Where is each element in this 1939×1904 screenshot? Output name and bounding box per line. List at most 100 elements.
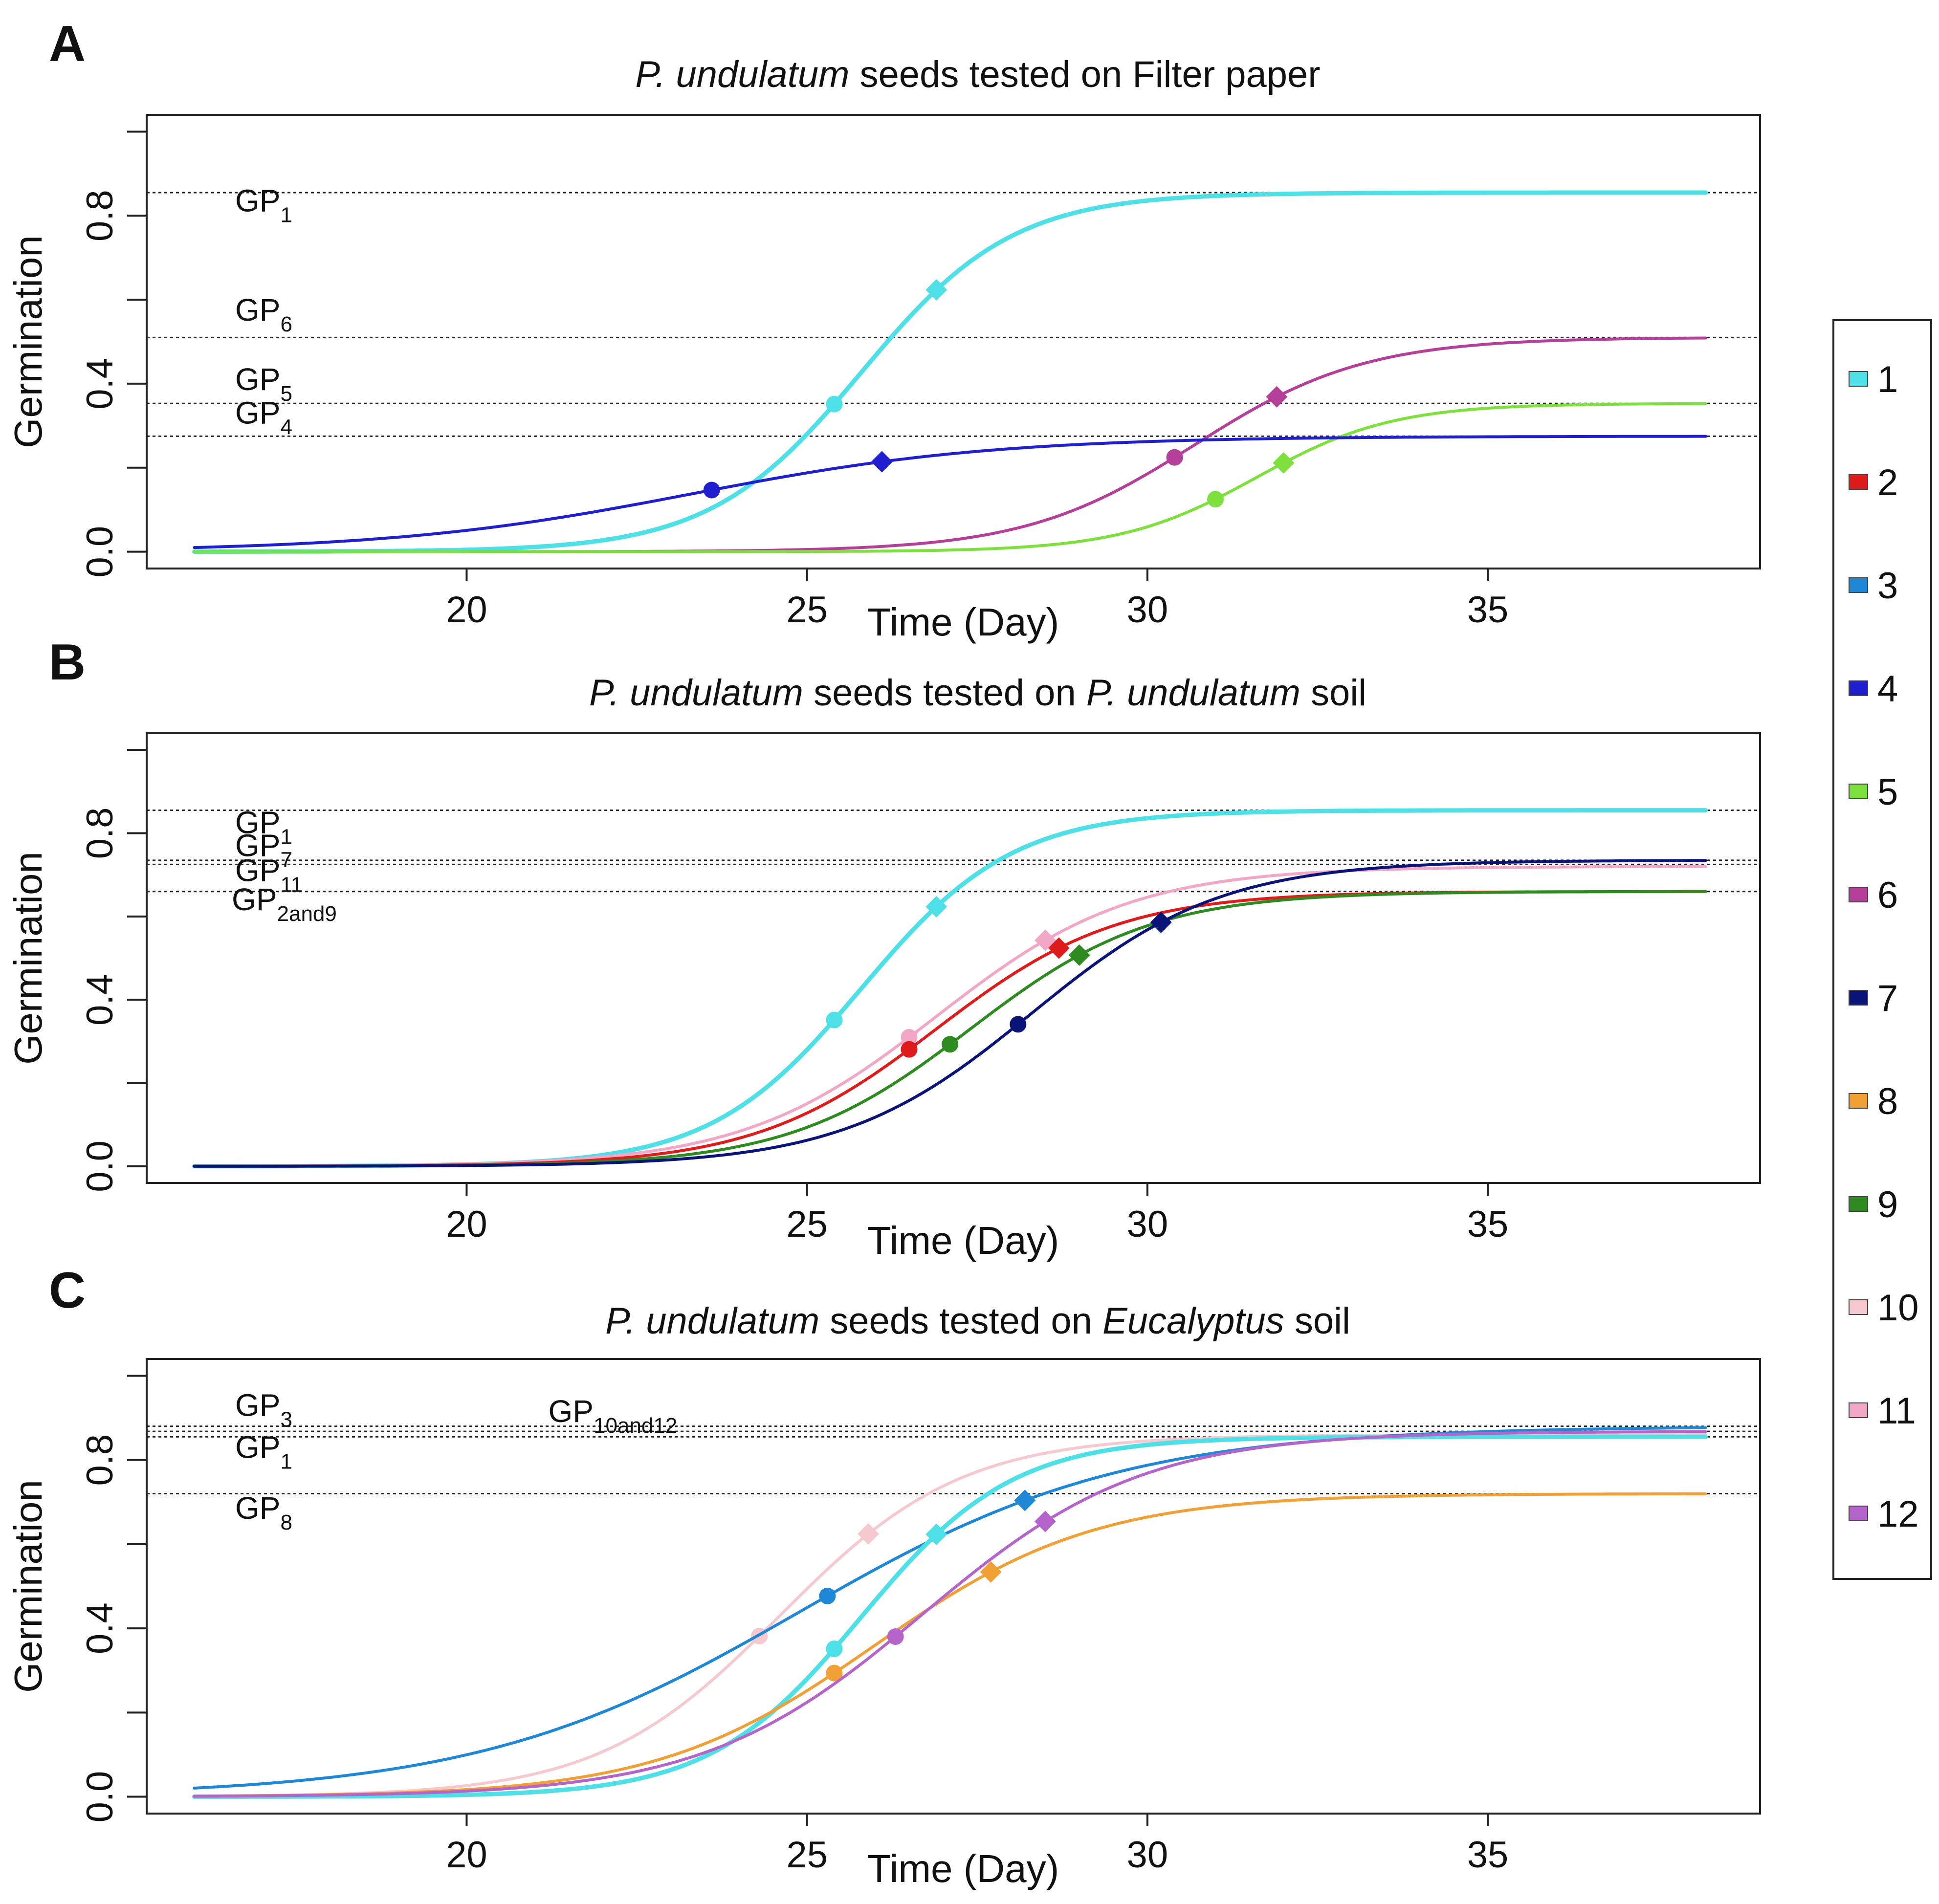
plot-frame	[146, 1358, 1761, 1815]
series-point-8	[826, 1664, 843, 1682]
y-axis-label: Germination	[6, 1480, 50, 1693]
x-tick-label: 20	[446, 1204, 487, 1245]
gp-label: GP11	[235, 853, 303, 897]
y-tick-label: 0.8	[79, 190, 121, 241]
series-point-3	[819, 1587, 836, 1604]
legend-label-6: 6	[1877, 875, 1898, 916]
legend-label-4: 4	[1877, 668, 1898, 710]
gp-label: GP1	[235, 1429, 292, 1473]
legend-label-3: 3	[1877, 565, 1898, 607]
chart-title: P. undulatum seeds tested on P. undulatu…	[589, 672, 1366, 714]
x-tick-label: 25	[786, 1834, 828, 1876]
series-point-7	[1150, 911, 1172, 933]
legend-swatch-2	[1849, 474, 1868, 490]
series-line-8	[193, 1492, 1707, 1798]
x-tick-label: 25	[786, 1204, 828, 1245]
legend-swatch-5	[1849, 784, 1868, 799]
series-line-2	[193, 890, 1707, 1168]
legend-label-7: 7	[1877, 978, 1898, 1019]
panel-label: A	[49, 16, 86, 72]
gp-label: GP4	[235, 395, 292, 439]
series-point-10	[857, 1523, 879, 1545]
legend-swatch-4	[1849, 680, 1868, 696]
series-point-3	[1014, 1489, 1036, 1511]
series-line-9	[193, 890, 1707, 1168]
x-tick-label: 30	[1127, 1834, 1168, 1876]
series-point-12	[887, 1628, 904, 1645]
y-tick-label: 0.0	[79, 1771, 121, 1823]
legend-label-8: 8	[1877, 1081, 1898, 1122]
legend-swatch-6	[1849, 887, 1868, 902]
legend-frame	[1832, 319, 1932, 1580]
series-point-6	[1266, 386, 1288, 408]
panel-label: B	[49, 634, 86, 691]
series-line-3	[193, 1426, 1707, 1790]
series-line-10	[193, 1433, 1707, 1798]
series-point-12	[1034, 1510, 1056, 1532]
legend-swatch-11	[1849, 1402, 1868, 1418]
y-tick-label: 0.8	[79, 808, 121, 859]
series-point-1	[925, 279, 947, 301]
x-tick-label: 20	[446, 1834, 487, 1876]
series-point-1	[826, 395, 843, 413]
x-tick-label: 30	[1127, 1204, 1168, 1245]
legend-label-2: 2	[1877, 462, 1898, 503]
x-axis-label: Time (Day)	[867, 600, 1059, 644]
plot-frame	[146, 114, 1761, 569]
gp-label: GP1	[235, 183, 292, 227]
series-line-11	[193, 865, 1707, 1168]
chart-title: P. undulatum seeds tested on Filter pape…	[635, 54, 1320, 95]
series-line-6	[193, 336, 1707, 553]
chart-title: P. undulatum seeds tested on Eucalyptus …	[605, 1300, 1350, 1342]
legend-label-12: 12	[1877, 1493, 1919, 1535]
panel-C: C P. undulatum seeds tested on Eucalyptus…	[6, 1262, 1761, 1890]
series-line-5	[193, 402, 1707, 553]
gp-label: GP7	[235, 828, 292, 872]
x-tick-label: 35	[1467, 1204, 1509, 1245]
x-axis-label: Time (Day)	[867, 1847, 1059, 1890]
y-tick-label: 0.0	[79, 1140, 121, 1192]
legend-swatch-9	[1849, 1196, 1868, 1212]
gp-label: GP1	[235, 805, 292, 849]
panel-label: C	[49, 1262, 86, 1319]
series-point-9	[1068, 944, 1090, 966]
gp-label: GP2and9	[232, 882, 337, 926]
series-point-1	[925, 1523, 947, 1545]
series-point-11	[901, 1029, 918, 1046]
legend-label-5: 5	[1877, 771, 1898, 813]
x-tick-label: 25	[786, 589, 828, 631]
y-tick-label: 0.4	[79, 358, 121, 410]
x-axis-label: Time (Day)	[867, 1219, 1059, 1262]
y-axis-label: Germination	[6, 852, 50, 1065]
legend-swatch-1	[1849, 371, 1868, 387]
legend-swatch-12	[1849, 1506, 1868, 1521]
series-point-9	[942, 1036, 959, 1053]
legend-label-9: 9	[1877, 1184, 1898, 1226]
gp-label: GP10and12	[549, 1394, 678, 1438]
legend-label-10: 10	[1877, 1287, 1919, 1329]
series-point-4	[871, 451, 893, 473]
series-line-7	[193, 859, 1707, 1168]
series-point-2	[1048, 937, 1070, 959]
series-point-2	[901, 1041, 918, 1058]
x-tick-label: 35	[1467, 1834, 1509, 1876]
series-point-6	[1166, 449, 1183, 466]
y-tick-label: 0.0	[79, 526, 121, 578]
gp-label: GP6	[235, 292, 292, 336]
panel-A: A P. undulatum seeds tested on Filter pap…	[6, 16, 1761, 644]
series-line-1	[192, 1434, 1708, 1799]
series-point-5	[1207, 491, 1224, 508]
panel-B: B P. undulatum seeds tested on P. undulat…	[6, 634, 1761, 1262]
y-tick-label: 0.4	[79, 974, 121, 1026]
series-point-1	[826, 1011, 843, 1029]
gp-label: GP8	[235, 1490, 292, 1534]
series-point-4	[703, 481, 720, 499]
series-line-4	[193, 435, 1707, 549]
series-point-5	[1273, 452, 1295, 474]
legend-swatch-10	[1849, 1299, 1868, 1315]
x-tick-label: 30	[1127, 589, 1168, 631]
plot-frame	[146, 732, 1761, 1184]
y-tick-label: 0.4	[79, 1602, 121, 1654]
